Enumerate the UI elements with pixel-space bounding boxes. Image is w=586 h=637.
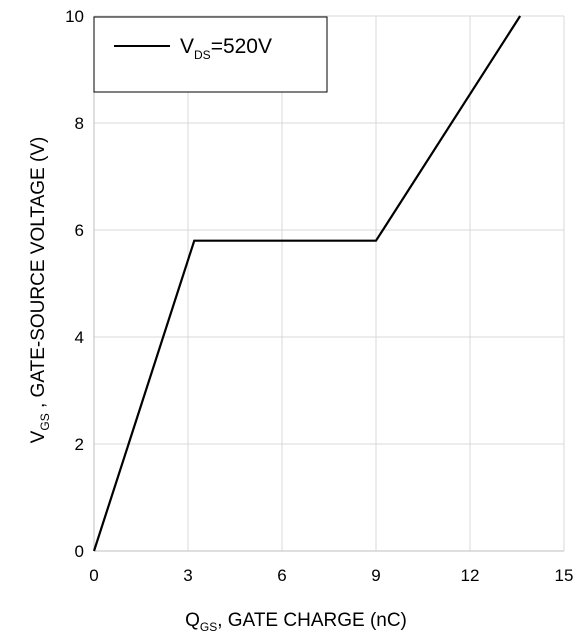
y-axis-title-rest: , GATE-SOURCE VOLTAGE (V)	[28, 137, 49, 414]
y-axis-title-main: V	[28, 430, 49, 443]
grid	[93, 15, 565, 552]
y-tick-label: 0	[75, 542, 84, 561]
legend-label-main: V	[180, 35, 194, 58]
legend-box	[93, 16, 328, 93]
x-tick-label: 3	[183, 566, 192, 585]
y-tick-label: 6	[75, 221, 84, 240]
legend-label: VDS=520V	[180, 35, 272, 62]
y-tick-label: 8	[75, 114, 84, 133]
x-axis-title-rest: , GATE CHARGE (nC)	[217, 610, 407, 631]
x-tick-label: 0	[89, 566, 98, 585]
y-tick-labels: 0 2 4 6 8 10	[65, 7, 84, 561]
legend-label-rest: =520V	[211, 35, 272, 58]
y-tick-label: 4	[75, 328, 84, 347]
y-tick-label: 10	[65, 7, 84, 26]
series-line-vds-520v	[92, 15, 522, 552]
x-tick-label: 15	[555, 566, 574, 585]
x-tick-label: 9	[371, 566, 380, 585]
y-axis-title: VGS , GATE-SOURCE VOLTAGE (V)	[28, 137, 52, 444]
x-axis-title-main: Q	[185, 610, 200, 631]
x-tick-labels: 0 3 6 9 12 15	[89, 566, 573, 585]
legend: VDS=520V	[93, 16, 328, 93]
x-axis-title-sub: GS	[200, 620, 217, 634]
x-axis-title: QGS, GATE CHARGE (nC)	[185, 610, 407, 634]
legend-label-sub: DS	[194, 48, 211, 62]
plot-background	[94, 16, 564, 551]
series-layer	[92, 15, 522, 552]
y-tick-label: 2	[75, 435, 84, 454]
x-tick-label: 12	[461, 566, 480, 585]
plot-frame	[93, 16, 564, 552]
y-axis-title-sub: GS	[38, 413, 52, 430]
x-tick-label: 6	[277, 566, 286, 585]
